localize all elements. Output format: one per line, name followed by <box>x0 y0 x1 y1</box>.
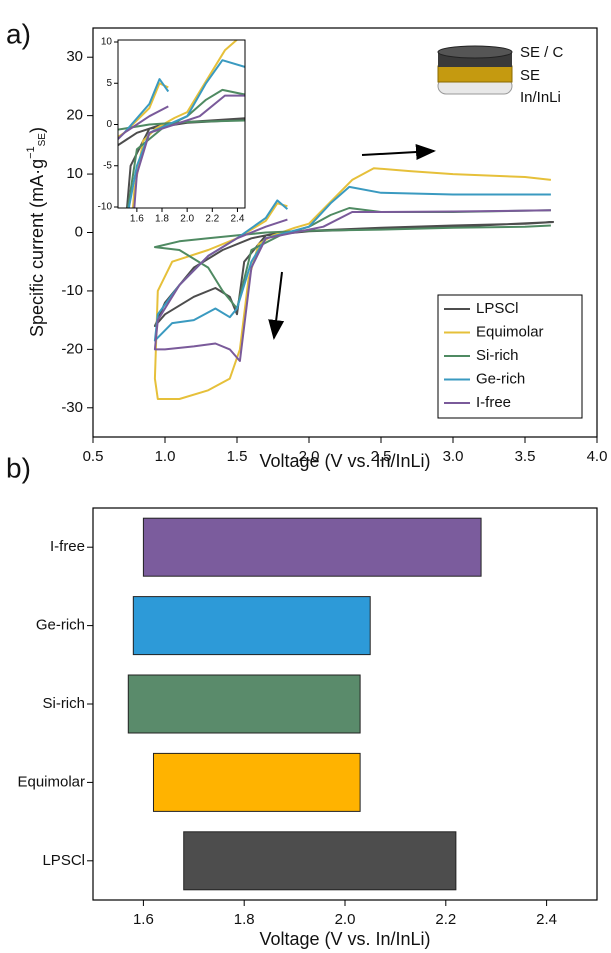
x-tick-label: 2.0 <box>335 911 356 928</box>
y-label-sup: −1 <box>25 146 37 159</box>
x-tick-label: 3.0 <box>443 448 464 465</box>
x-tick-label: 1.6 <box>133 911 154 928</box>
y-tick-label: -5 <box>103 160 112 171</box>
cv-curve <box>118 94 245 208</box>
x-tick-label: 2.4 <box>536 911 557 928</box>
x-tick-label: 1.8 <box>155 214 169 225</box>
legend-label: I-free <box>476 394 511 411</box>
y-label-sub: SE <box>37 133 48 147</box>
inset-lines <box>118 40 245 208</box>
legend-label: Equimolar <box>476 323 544 340</box>
bar <box>132 596 371 656</box>
cv-curve <box>153 209 551 362</box>
y-tick-label: I-free <box>50 538 85 555</box>
cv-curve <box>153 207 551 310</box>
x-tick-label: 2.0 <box>299 448 320 465</box>
x-tick-label: 1.6 <box>130 214 144 225</box>
y-tick-label: 10 <box>66 165 83 182</box>
y-tick-label: -30 <box>61 399 83 416</box>
legend-label: Si-rich <box>476 347 519 364</box>
y-tick-label: Si-rich <box>42 695 85 712</box>
legend-label: LPSCl <box>476 300 519 317</box>
scan-arrow <box>268 271 285 340</box>
y-tick-label: -10 <box>61 282 83 299</box>
panel-label: a) <box>6 18 31 49</box>
x-tick-label: 2.0 <box>180 214 194 225</box>
y-tick-label: 0 <box>75 223 83 240</box>
cell-schematic <box>437 45 513 95</box>
y-tick-label: Equimolar <box>17 773 85 790</box>
bar <box>183 831 457 891</box>
x-tick-label: 1.8 <box>234 911 255 928</box>
x-tick-label: 0.5 <box>83 448 104 465</box>
x-axis-label: Voltage (V vs. In/InLi) <box>259 451 430 471</box>
x-tick-label: 3.5 <box>515 448 536 465</box>
y-label-text: ) <box>27 127 47 133</box>
x-tick-label: 4.0 <box>587 448 608 465</box>
cv-curve <box>118 59 245 208</box>
y-tick-label: 30 <box>66 48 83 65</box>
bar <box>142 517 482 577</box>
schematic-label: In/InLi <box>520 89 561 106</box>
inset: 1.6 1.8 2.0 2.2 2.4 -10 -5 0 5 10 <box>98 37 246 225</box>
bar <box>152 752 361 812</box>
schematic-label: SE <box>520 67 540 84</box>
cv-curve <box>118 88 245 208</box>
y-tick-label: 0 <box>106 119 112 130</box>
x-tick-label: 2.4 <box>231 214 245 225</box>
y-tick-label: 20 <box>66 107 83 124</box>
panel-label: b) <box>6 452 31 483</box>
y-tick-label: -20 <box>61 340 83 357</box>
cv-curve <box>153 167 552 400</box>
bar <box>127 674 361 734</box>
y-tick-label: -10 <box>98 202 113 213</box>
y-tick-label: 10 <box>101 37 113 48</box>
plot-lines <box>153 167 554 400</box>
scan-arrow <box>361 144 436 160</box>
y-label-text: Specific current (mA·g <box>27 159 47 337</box>
x-tick-label: 2.2 <box>205 214 219 225</box>
y-axis-label: Specific current (mA·g−1SE) <box>25 127 48 337</box>
legend-label: Ge-rich <box>476 370 525 387</box>
y-tick-label: 5 <box>106 78 112 89</box>
x-tick-label: 2.5 <box>371 448 392 465</box>
x-axis-label: Voltage (V vs. In/InLi) <box>259 929 430 949</box>
x-tick-label: 1.5 <box>227 448 248 465</box>
schematic-label: SE / C <box>520 44 564 61</box>
y-tick-label: Ge-rich <box>36 617 85 634</box>
x-tick-label: 1.0 <box>155 448 176 465</box>
x-tick-label: 2.2 <box>435 911 456 928</box>
y-tick-label: LPSCl <box>42 852 85 869</box>
